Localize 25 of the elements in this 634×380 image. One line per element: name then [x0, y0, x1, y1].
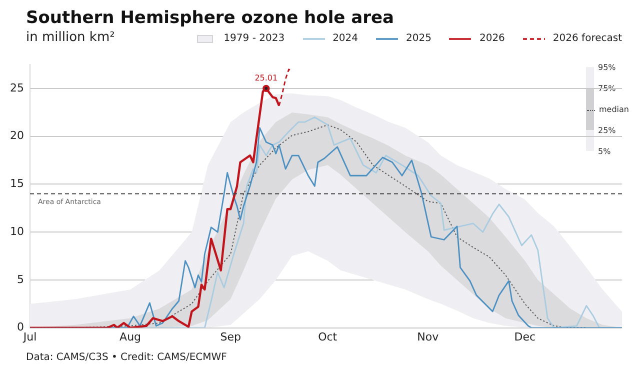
y-tick-label: 25 — [10, 81, 24, 94]
chart-subtitle: in million km² — [26, 30, 115, 45]
x-tick-label: Sep — [220, 330, 241, 344]
y-tick-label: 20 — [10, 129, 24, 142]
x-tick-label: Aug — [120, 330, 142, 344]
x-tick-label: Nov — [417, 330, 440, 344]
x-tick-label: Dec — [514, 330, 536, 344]
data-label: 25.01 — [254, 74, 278, 83]
legend-label: 2025 — [406, 33, 432, 44]
annotation: 5% — [598, 146, 611, 156]
text: Data: CAMS/C3S • Credit: CAMS/ECMWF — [26, 352, 227, 363]
legend-label: median — [599, 104, 629, 114]
legend-label: 1979 - 2023 — [224, 33, 285, 44]
annotation: 25% — [598, 126, 616, 135]
legend-label: 2026 forecast — [552, 33, 622, 44]
legend-label: 2024 — [332, 33, 358, 44]
y-tick-label: 0 — [16, 320, 24, 334]
x-tick-label: Jul — [22, 330, 37, 344]
annotation: 95% — [598, 62, 616, 72]
y-tick-label: 10 — [10, 224, 24, 238]
x-tick-label: Oct — [318, 330, 338, 344]
legend-label: 2026 — [479, 33, 505, 44]
chart-title: Southern Hemisphere ozone hole area — [26, 8, 394, 28]
y-tick-label: 5 — [16, 272, 24, 286]
y-tick-label: 15 — [10, 177, 24, 190]
